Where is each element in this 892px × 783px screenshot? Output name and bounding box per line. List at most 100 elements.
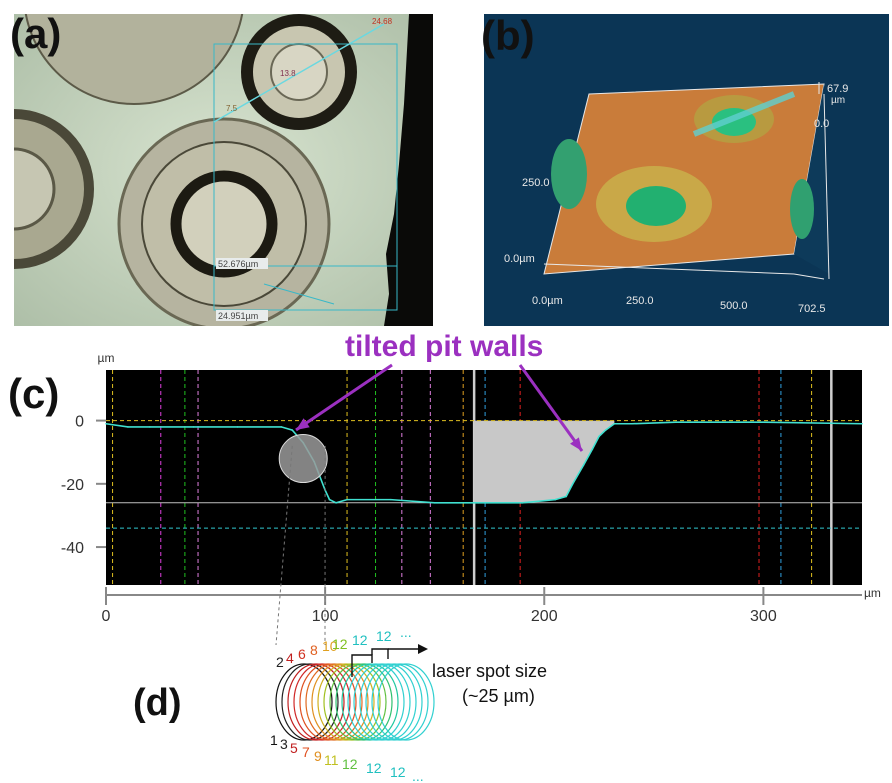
profile-point bbox=[613, 422, 616, 425]
marker-label-2: 13.8 bbox=[280, 69, 296, 78]
bottom-sequence-number: ... bbox=[412, 768, 424, 783]
laser-spot-circle bbox=[275, 663, 333, 741]
profile-point bbox=[335, 501, 337, 504]
x-unit-label: µm bbox=[864, 586, 881, 600]
bottom-sequence-number: 1 bbox=[270, 732, 278, 748]
profile-point bbox=[105, 422, 107, 425]
panel-a: 52.676µm 24.951µm 24.68 13.8 7.5 bbox=[0, 0, 433, 331]
laser-spot-circle bbox=[329, 663, 387, 741]
tilted-wall-highlight bbox=[278, 434, 328, 484]
laser-spot-size-value: (~25 µm) bbox=[462, 686, 535, 706]
laser-spot-circle bbox=[371, 663, 429, 741]
annotation-arrow-left bbox=[295, 363, 393, 432]
top-sequence-number: 12 bbox=[376, 628, 392, 644]
spot-size-arrow-head bbox=[418, 644, 428, 654]
annotation-arrow-left-head bbox=[296, 418, 310, 430]
laser-spot-circle bbox=[281, 663, 339, 741]
y-tick-label: -20 bbox=[61, 477, 84, 494]
bottom-sequence-number: 12 bbox=[390, 764, 406, 780]
measurement-label-1: 52.676µm bbox=[218, 259, 258, 269]
top-sequence-number: 6 bbox=[298, 646, 306, 662]
profile-point bbox=[571, 483, 574, 485]
annotation-arrow-right bbox=[518, 364, 584, 452]
panel-label-a: (a) bbox=[10, 10, 62, 57]
marker-label-3: 7.5 bbox=[226, 104, 238, 113]
z-zero-label: 0.0 bbox=[814, 118, 829, 130]
y-tick-label: 0 bbox=[75, 414, 84, 431]
measurement-label-2: 24.951µm bbox=[218, 311, 258, 321]
profile-point bbox=[477, 501, 480, 504]
laser-spot-size-label: laser spot size bbox=[432, 661, 548, 681]
bottom-sequence-number: 12 bbox=[342, 756, 358, 772]
annotation-arrow-right-head bbox=[570, 437, 582, 451]
laser-spot-circle bbox=[365, 663, 423, 741]
y-tick-0: 0.0µm bbox=[504, 253, 535, 265]
profile-point bbox=[591, 448, 594, 450]
panel-label-b: (b) bbox=[481, 12, 535, 59]
panel-label-c: (c) bbox=[8, 370, 60, 417]
y-tick-label: -40 bbox=[61, 540, 84, 557]
profile-point bbox=[236, 426, 239, 428]
profile-point bbox=[861, 422, 863, 425]
top-sequence-number: 10 bbox=[322, 638, 338, 654]
profile-point bbox=[554, 498, 557, 501]
spot-size-bracket bbox=[351, 654, 373, 677]
panel-b: 67.9 µm 0.0 250.0 0.0µm 0.0µm 250.0 500.… bbox=[484, 14, 889, 326]
microscope-image: 52.676µm 24.951µm 24.68 13.8 7.5 bbox=[0, 0, 433, 331]
profile-point bbox=[149, 426, 151, 428]
profile-point bbox=[433, 501, 436, 504]
surface-3d-render: 67.9 µm 0.0 250.0 0.0µm 0.0µm 250.0 500.… bbox=[484, 14, 889, 326]
x-tick-250: 250.0 bbox=[626, 295, 654, 307]
laser-spot-circle bbox=[311, 663, 369, 741]
marker-label-1: 24.68 bbox=[372, 17, 393, 26]
bottom-sequence-number: 7 bbox=[302, 744, 310, 760]
laser-spot-circle bbox=[299, 663, 357, 741]
x-tick-label: 200 bbox=[531, 608, 558, 625]
spot-size-bracket-2 bbox=[371, 648, 389, 659]
x-tick-702: 702.5 bbox=[798, 303, 826, 315]
panel-label-d: (d) bbox=[133, 682, 182, 724]
z-max-label: 67.9 bbox=[827, 83, 848, 95]
bottom-sequence-number: 3 bbox=[280, 736, 288, 752]
profile-point bbox=[280, 426, 283, 428]
laser-spot-circle bbox=[317, 663, 375, 741]
x-tick-0: 0.0µm bbox=[532, 295, 563, 307]
y-unit-label: µm bbox=[98, 351, 115, 365]
bottom-sequence-number: 12 bbox=[366, 760, 382, 776]
z-unit-label: µm bbox=[831, 95, 845, 106]
laser-spot-circle bbox=[359, 663, 417, 741]
tilted-pit-walls-annotation: tilted pit walls bbox=[345, 330, 544, 363]
bottom-sequence-number: 5 bbox=[290, 740, 298, 756]
x-tick-label: 300 bbox=[750, 608, 777, 625]
top-sequence-number: 2 bbox=[276, 654, 284, 670]
top-sequence-number: ... bbox=[400, 624, 412, 640]
laser-spot-circle bbox=[353, 663, 411, 741]
laser-spot-circle bbox=[293, 663, 351, 741]
laser-spot-circle bbox=[341, 663, 399, 741]
laser-spot-circle bbox=[287, 663, 345, 741]
profile-point bbox=[598, 435, 600, 438]
profile-point bbox=[521, 501, 524, 504]
laser-spot-circle bbox=[347, 663, 405, 741]
profile-point bbox=[328, 498, 331, 501]
profile-point bbox=[346, 498, 348, 501]
laser-spot-circle bbox=[335, 663, 393, 741]
profile-point bbox=[192, 426, 195, 428]
top-sequence-number: 12 bbox=[352, 632, 368, 648]
bottom-sequence-number: 11 bbox=[324, 752, 339, 768]
x-tick-label: 0 bbox=[102, 608, 111, 625]
laser-spot-circle bbox=[305, 663, 363, 741]
y-tick-250: 250.0 bbox=[522, 177, 550, 189]
top-sequence-number: 4 bbox=[286, 650, 294, 666]
profile-point bbox=[582, 464, 585, 466]
bottom-sequence-number: 9 bbox=[314, 748, 322, 764]
profile-point bbox=[127, 426, 129, 428]
profile-point bbox=[291, 429, 294, 431]
profile-point bbox=[762, 421, 765, 423]
profile-point bbox=[674, 421, 677, 423]
x-tick-500: 500.0 bbox=[720, 300, 748, 312]
profile-point bbox=[604, 429, 607, 431]
profile-point bbox=[565, 495, 567, 498]
